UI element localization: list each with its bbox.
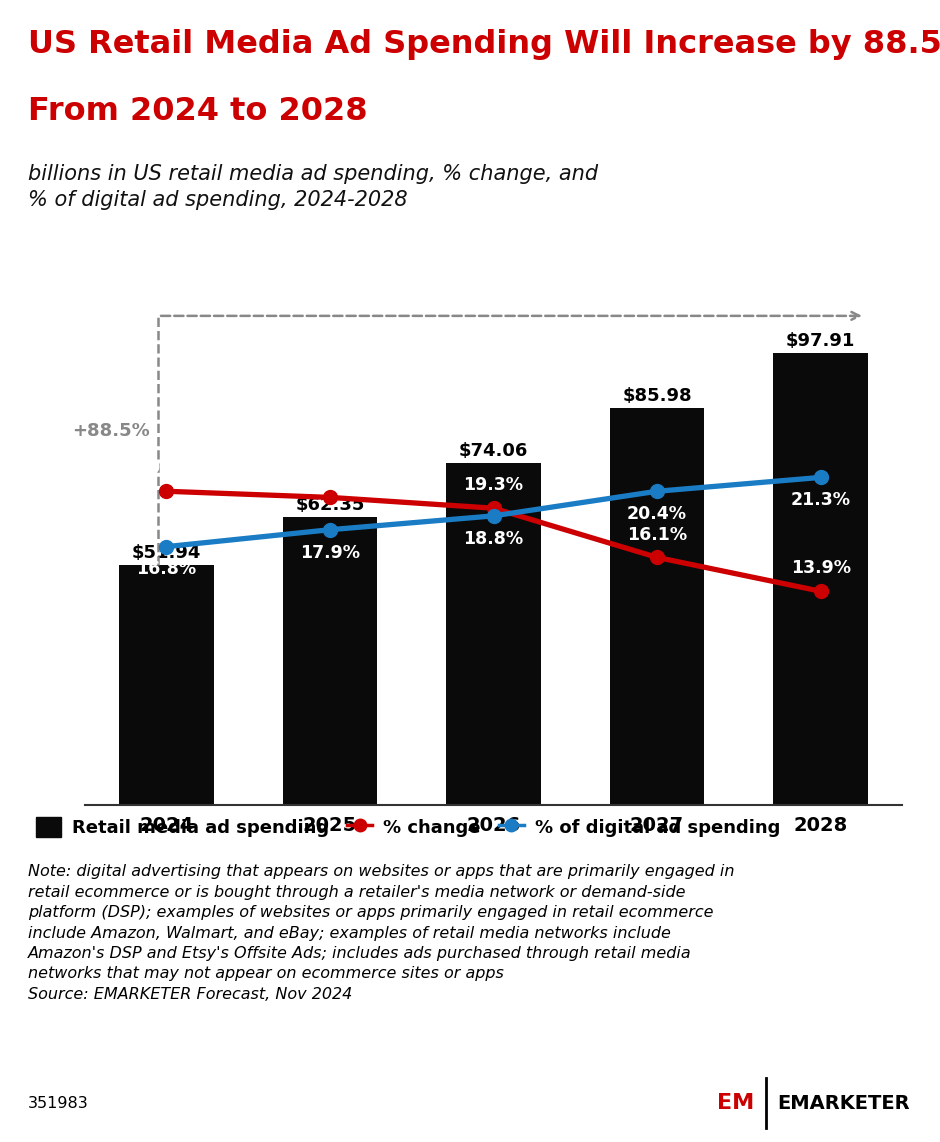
Text: EM: EM <box>717 1093 755 1113</box>
Text: From 2024 to 2028: From 2024 to 2028 <box>28 96 368 127</box>
Text: $97.91: $97.91 <box>786 331 855 349</box>
Bar <box>774 353 868 805</box>
Text: US Retail Media Ad Spending Will Increase by 88.5%: US Retail Media Ad Spending Will Increas… <box>28 29 940 59</box>
Text: $74.06: $74.06 <box>459 442 528 459</box>
Text: $62.35: $62.35 <box>295 496 365 514</box>
Bar <box>446 464 540 805</box>
Text: 16.1%: 16.1% <box>627 525 687 544</box>
Legend: Retail media ad spending, % change, % of digital ad spending: Retail media ad spending, % change, % of… <box>28 811 788 845</box>
Text: 16.8%: 16.8% <box>136 561 196 579</box>
Text: 17.9%: 17.9% <box>300 544 360 562</box>
Text: 19.3%: 19.3% <box>463 476 524 494</box>
Text: 18.8%: 18.8% <box>463 530 524 548</box>
Bar <box>283 517 377 805</box>
Text: 20.4%: 20.4% <box>136 459 196 477</box>
Text: 20.0%: 20.0% <box>300 466 360 483</box>
Text: $51.94: $51.94 <box>132 544 201 562</box>
Text: 21.3%: 21.3% <box>791 491 851 509</box>
Text: 20.4%: 20.4% <box>627 505 687 523</box>
Text: 351983: 351983 <box>28 1095 89 1111</box>
Text: $85.98: $85.98 <box>622 387 692 404</box>
Text: 13.9%: 13.9% <box>791 560 851 578</box>
Text: +88.5%: +88.5% <box>72 423 150 441</box>
Bar <box>610 408 704 805</box>
Bar <box>119 565 213 805</box>
Text: Note: digital advertising that appears on websites or apps that are primarily en: Note: digital advertising that appears o… <box>28 864 735 1002</box>
Text: EMARKETER: EMARKETER <box>777 1094 910 1112</box>
Text: billions in US retail media ad spending, % change, and
% of digital ad spending,: billions in US retail media ad spending,… <box>28 163 599 210</box>
